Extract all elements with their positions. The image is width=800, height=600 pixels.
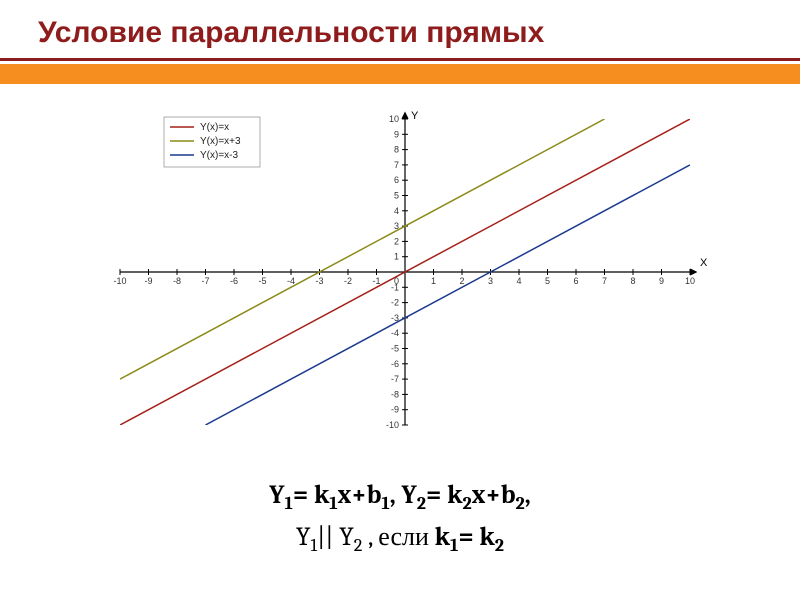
svg-text:-1: -1 [372,276,380,286]
svg-text:2: 2 [459,276,464,286]
svg-text:Y(x)=x-3: Y(x)=x-3 [200,150,239,161]
svg-text:1: 1 [431,276,436,286]
svg-text:10: 10 [685,276,695,286]
svg-text:7: 7 [602,276,607,286]
svg-text:3: 3 [488,276,493,286]
slide: Условие параллельности прямых -10-9-8-7-… [0,0,800,600]
svg-text:-7: -7 [391,374,399,384]
svg-text:Y(x)=x: Y(x)=x [200,122,229,133]
svg-text:-2: -2 [391,298,399,308]
formula-line-2: Y1|| Y2 , если k1= k2 [0,522,800,552]
svg-text:9: 9 [394,129,399,139]
svg-text:Y: Y [411,110,419,122]
chart-svg: -10 -9 -8 -7 -6 -5 -4 -3 -2 -1 1 2 3 4 5 6 7 8 9 10 -10 -9 -8 -… [90,105,710,445]
accent-bar [0,64,800,84]
svg-text:-3: -3 [315,276,323,286]
svg-text:-10: -10 [386,420,399,430]
svg-text:-5: -5 [258,276,266,286]
svg-text:2: 2 [394,236,399,246]
svg-text:X: X [700,257,708,269]
title-underline [0,58,800,61]
svg-text:-9: -9 [391,405,399,415]
svg-text:6: 6 [573,276,578,286]
svg-text:-2: -2 [344,276,352,286]
svg-text:-4: -4 [287,276,295,286]
svg-text:10: 10 [389,114,399,124]
svg-text:8: 8 [630,276,635,286]
svg-text:-7: -7 [201,276,209,286]
slide-title: Условие параллельности прямых [38,16,544,50]
svg-text:9: 9 [659,276,664,286]
svg-text:-6: -6 [230,276,238,286]
svg-text:5: 5 [394,191,399,201]
svg-text:8: 8 [394,145,399,155]
svg-text:-4: -4 [391,328,399,338]
svg-text:7: 7 [394,160,399,170]
svg-text:5: 5 [545,276,550,286]
svg-text:4: 4 [394,206,399,216]
svg-text:Y(x)=x+3: Y(x)=x+3 [200,136,241,147]
svg-text:-8: -8 [173,276,181,286]
svg-text:-5: -5 [391,344,399,354]
svg-text:-6: -6 [391,359,399,369]
svg-text:1: 1 [394,252,399,262]
svg-text:-10: -10 [113,276,126,286]
parallel-lines-chart: -10 -9 -8 -7 -6 -5 -4 -3 -2 -1 1 2 3 4 5 6 7 8 9 10 -10 -9 -8 -… [90,105,710,445]
svg-text:4: 4 [516,276,521,286]
svg-text:6: 6 [394,175,399,185]
svg-text:-8: -8 [391,389,399,399]
formula-line-1: Y1= k1x+b1, Y2= k2x+b2, [0,480,800,510]
svg-text:-9: -9 [144,276,152,286]
